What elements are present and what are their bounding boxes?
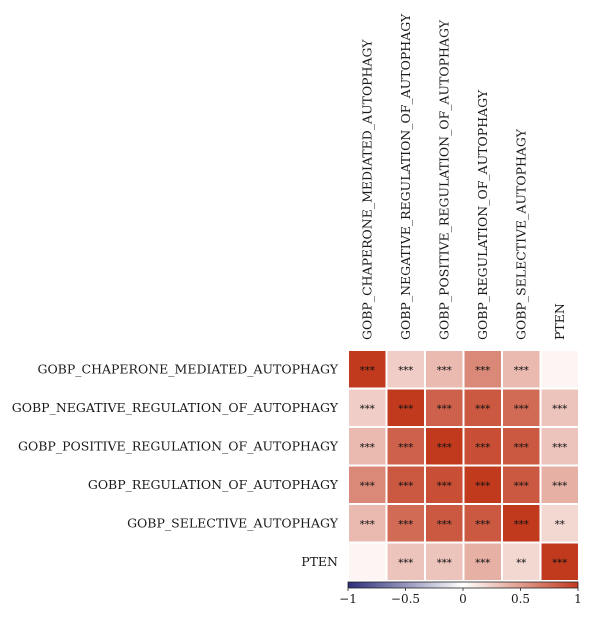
significance-label: *** [437, 558, 452, 569]
column-label: GOBP_POSITIVE_REGULATION_OF_AUTOPHAGY [436, 19, 451, 340]
significance-label: *** [552, 558, 567, 569]
significance-label: *** [398, 558, 413, 569]
column-label: PTEN [552, 303, 567, 340]
heatmap-cell [426, 351, 463, 388]
row-label: GOBP_SELECTIVE_AUTOPHAGY [127, 515, 339, 530]
heatmap-cell [541, 389, 578, 426]
colorbar-tick-label: −0.5 [391, 592, 420, 606]
significance-label: *** [398, 404, 413, 415]
significance-label: *** [437, 481, 452, 492]
heatmap-cell [426, 389, 463, 426]
heatmap-cell [387, 351, 424, 388]
heatmap-cell [387, 428, 424, 465]
heatmap-cell [387, 543, 424, 580]
row-label: GOBP_REGULATION_OF_AUTOPHAGY [88, 477, 339, 492]
significance-label: *** [360, 481, 375, 492]
heatmap-cell [541, 428, 578, 465]
column-labels: GOBP_CHAPERONE_MEDIATED_AUTOPHAGY GOBP_NE… [359, 13, 567, 340]
colorbar-tick-label: 1 [574, 592, 582, 606]
significance-label: *** [552, 481, 567, 492]
significance-label: *** [475, 519, 490, 530]
significance-label: *** [552, 404, 567, 415]
column-label: GOBP_CHAPERONE_MEDIATED_AUTOPHAGY [359, 39, 374, 340]
heatmap-cell [464, 466, 501, 503]
column-label: GOBP_SELECTIVE_AUTOPHAGY [513, 128, 528, 340]
row-label: GOBP_POSITIVE_REGULATION_OF_AUTOPHAGY [18, 438, 339, 453]
significance-label: *** [514, 442, 529, 453]
significance-label: *** [437, 365, 452, 376]
significance-label: *** [475, 558, 490, 569]
heatmap-cell [503, 351, 540, 388]
significance-label: *** [360, 404, 375, 415]
heatmap-cell [426, 466, 463, 503]
row-label: GOBP_CHAPERONE_MEDIATED_AUTOPHAGY [37, 361, 338, 376]
heatmap-cell [464, 505, 501, 542]
column-label: GOBP_NEGATIVE_REGULATION_OF_AUTOPHAGY [398, 13, 413, 340]
row-labels: GOBP_CHAPERONE_MEDIATED_AUTOPHAGY GOBP_NE… [12, 361, 339, 569]
significance-label: *** [398, 442, 413, 453]
heatmap-cells: *** *** *** *** ****** *** *** *** *** ****** *** *… [349, 351, 578, 580]
significance-label: *** [437, 519, 452, 530]
significance-label: *** [475, 442, 490, 453]
significance-label: *** [360, 365, 375, 376]
heatmap-cell [464, 543, 501, 580]
heatmap-cell [426, 505, 463, 542]
significance-label: *** [398, 519, 413, 530]
heatmap-cell [541, 351, 578, 388]
significance-label: *** [360, 442, 375, 453]
heatmap-cell [541, 505, 578, 542]
heatmap-cell [503, 466, 540, 503]
heatmap-cell [349, 466, 386, 503]
row-label: GOBP_NEGATIVE_REGULATION_OF_AUTOPHAGY [12, 400, 339, 415]
colorbar-tick-label: 0 [459, 592, 467, 606]
significance-label: *** [360, 519, 375, 530]
significance-label: *** [437, 404, 452, 415]
heatmap-cell [387, 466, 424, 503]
column-label: GOBP_REGULATION_OF_AUTOPHAGY [475, 89, 490, 340]
heatmap-cell [464, 428, 501, 465]
significance-label: ** [555, 519, 565, 530]
heatmap-cell [349, 351, 386, 388]
heatmap-cell [541, 466, 578, 503]
heatmap-cell [503, 543, 540, 580]
significance-label: *** [514, 404, 529, 415]
heatmap-cell [349, 389, 386, 426]
heatmap-cell [426, 428, 463, 465]
significance-label: *** [552, 442, 567, 453]
colorbar-tick-label: −1 [339, 592, 357, 606]
row-label: PTEN [301, 554, 338, 569]
significance-label: *** [475, 481, 490, 492]
significance-label: ** [516, 558, 526, 569]
significance-label: *** [514, 365, 529, 376]
significance-label: *** [514, 519, 529, 530]
heatmap-cell [349, 505, 386, 542]
significance-label: *** [514, 481, 529, 492]
significance-label: *** [475, 365, 490, 376]
heatmap-cell [503, 428, 540, 465]
heatmap-cell [503, 505, 540, 542]
heatmap-cell [541, 543, 578, 580]
heatmap-cell [387, 389, 424, 426]
significance-label: *** [398, 365, 413, 376]
heatmap-cell [387, 505, 424, 542]
heatmap-cell [349, 543, 386, 580]
heatmap-cell [349, 428, 386, 465]
heatmap-cell [464, 351, 501, 388]
significance-label: *** [437, 442, 452, 453]
heatmap-cell [426, 543, 463, 580]
significance-label: *** [475, 404, 490, 415]
colorbar-tick-label: 0.5 [511, 592, 530, 606]
colorbar: −1 −0.5 0 0.5 1 [339, 581, 582, 606]
heatmap-cell [464, 389, 501, 426]
heatmap-cell [503, 389, 540, 426]
colorbar-gradient [347, 581, 579, 589]
significance-label: *** [398, 481, 413, 492]
